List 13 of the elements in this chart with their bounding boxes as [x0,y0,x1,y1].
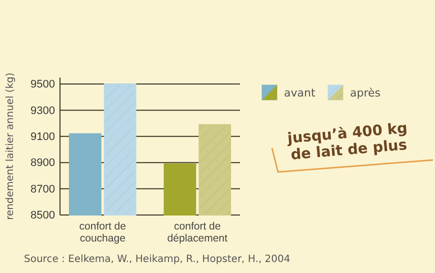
source-note: Source : Eelkema, W., Heikamp, R., Hopster, H., 2004 [24,254,290,265]
y-tick-label: 8900 [30,157,55,170]
legend-label: après [350,86,381,100]
y-axis-title: rendement laitier annuel (kg) [5,72,16,220]
legend-label: avant [284,86,316,100]
text: jusqu’à 400 kg de lait de plus [286,120,408,164]
y-tick-label: 8500 [30,210,55,222]
x-tick-label: confort de couchage [79,220,126,245]
y-tick-label: 8700 [30,183,55,196]
x-tick-label: confort de déplacement [167,220,228,245]
y-tick-label: 9100 [30,130,55,143]
y-tick-label: 9500 [30,78,55,91]
y-tick-label: 9300 [30,104,55,117]
